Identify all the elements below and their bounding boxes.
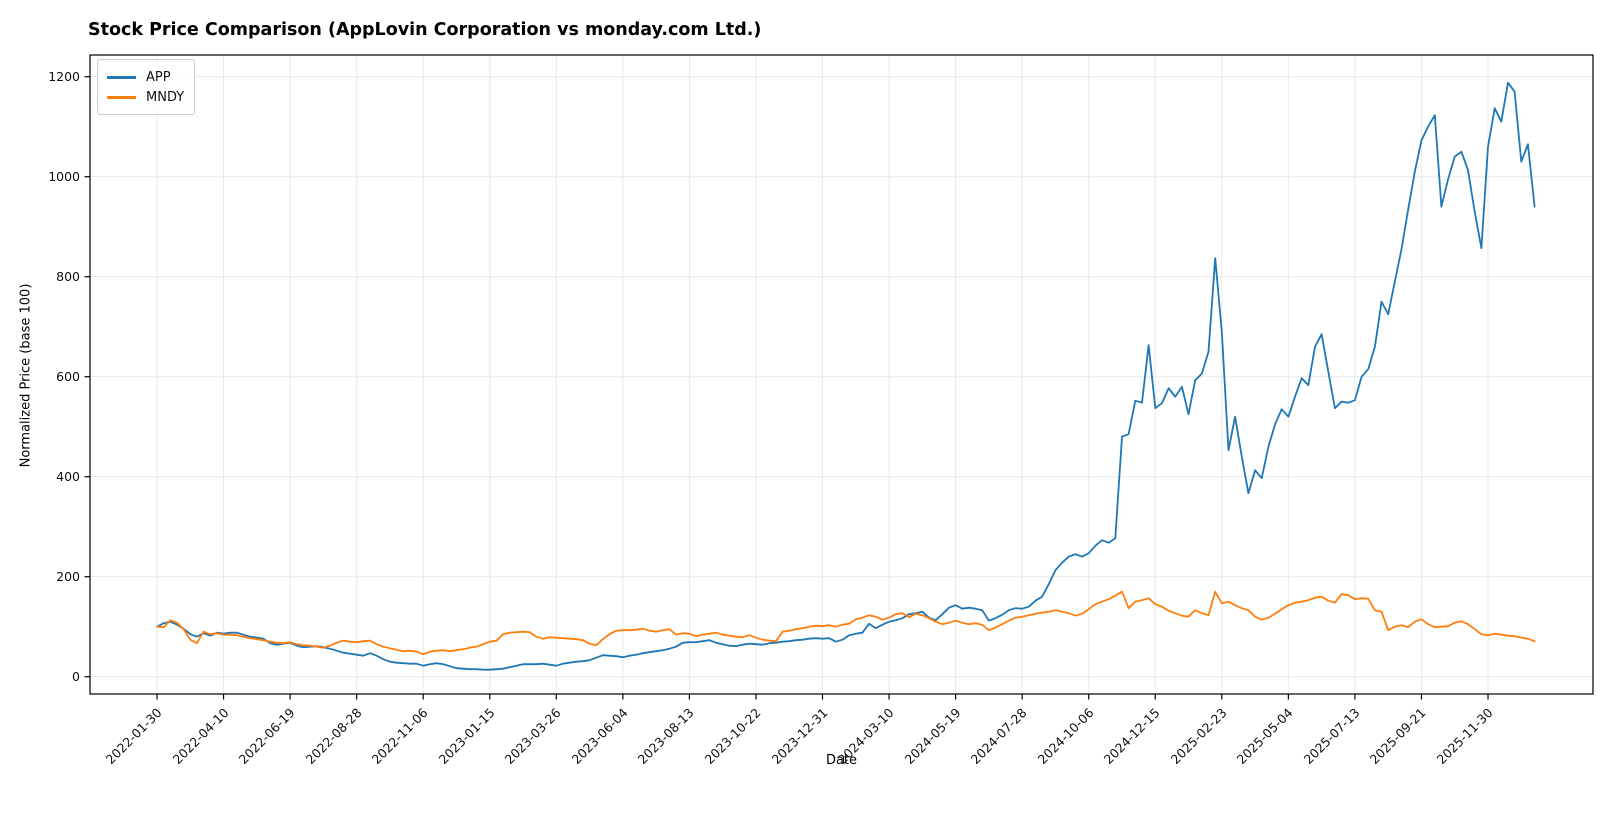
legend-item-label: MNDY xyxy=(146,89,185,105)
y-tick-label: 400 xyxy=(56,468,80,484)
x-axis-label: Date xyxy=(825,753,858,768)
y-tick-label: 1200 xyxy=(48,68,80,84)
y-tick-label: 600 xyxy=(56,368,80,384)
legend-item: APP xyxy=(107,67,184,87)
legend-line-swatch-mndy xyxy=(107,95,136,99)
app-line-series xyxy=(156,81,1536,671)
mndy-line-series xyxy=(156,590,1536,656)
legend-item-label: APP xyxy=(146,69,171,85)
axes-spines xyxy=(89,54,1594,695)
legend-item: MNDY xyxy=(107,87,184,107)
legend-line-swatch-app xyxy=(107,75,136,79)
legend: APP MNDY xyxy=(97,59,196,115)
figure-title: Stock Price Comparison (AppLovin Corpora… xyxy=(88,20,762,40)
y-tick-label: 1000 xyxy=(48,168,80,184)
y-tick-label: 0 xyxy=(72,668,80,684)
y-tick-label: 800 xyxy=(56,268,80,284)
y-tick-label: 200 xyxy=(56,568,80,584)
